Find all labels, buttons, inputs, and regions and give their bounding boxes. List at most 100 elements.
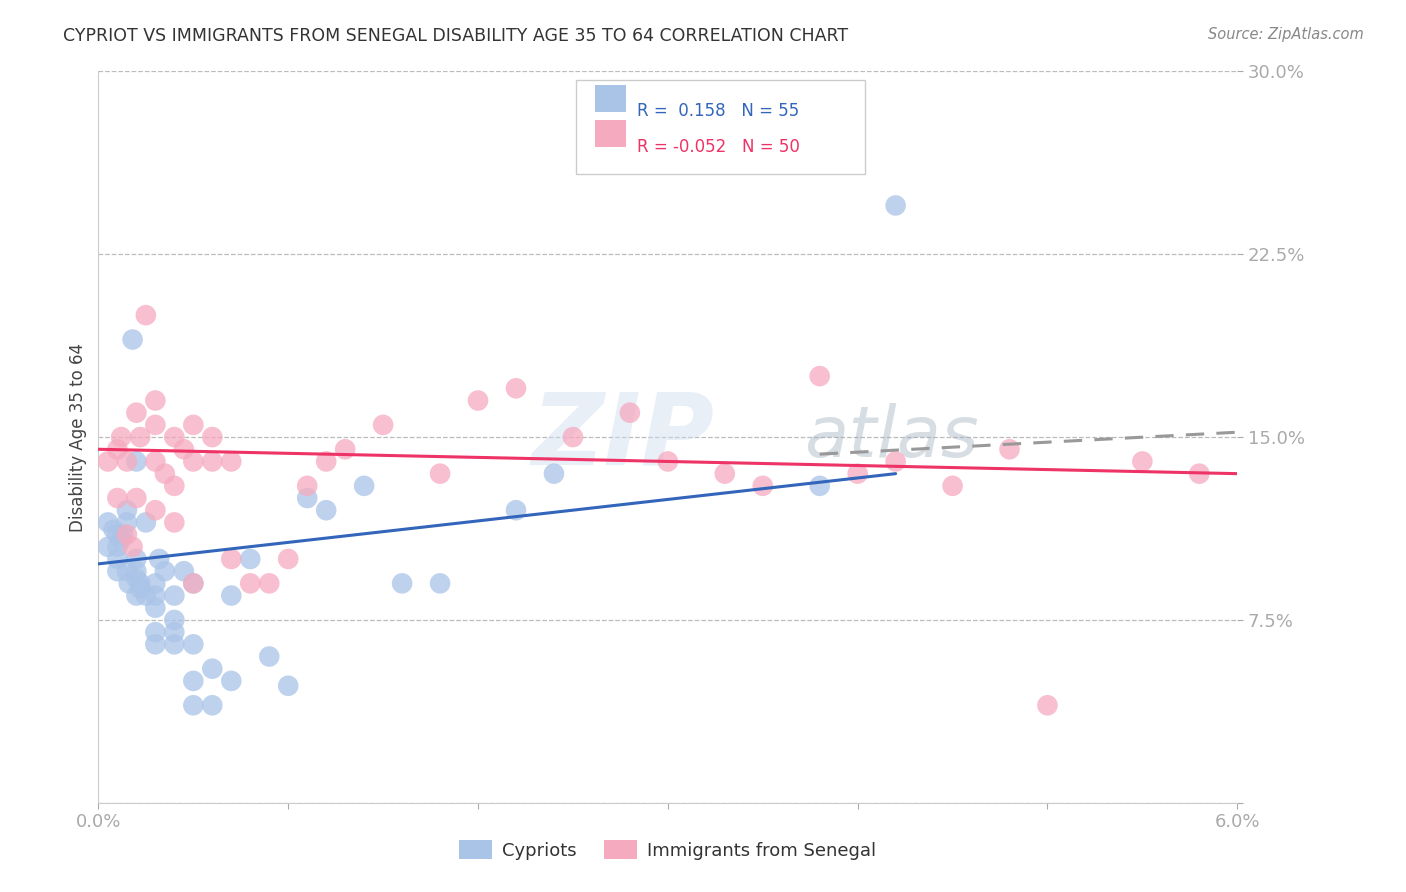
- Point: [115, 503, 138, 517]
- Point: [239, 576, 262, 591]
- Point: [163, 613, 186, 627]
- Point: [808, 479, 831, 493]
- Point: [115, 516, 138, 530]
- Point: [163, 625, 186, 640]
- Point: [125, 564, 148, 578]
- Point: [145, 625, 167, 640]
- Point: [846, 467, 869, 481]
- Point: [145, 417, 167, 432]
- Point: [353, 479, 375, 493]
- Point: [112, 527, 135, 541]
- Point: [221, 454, 243, 468]
- Point: [125, 552, 148, 566]
- Point: [110, 430, 132, 444]
- Point: [163, 637, 186, 651]
- Point: [107, 564, 129, 578]
- Point: [97, 540, 120, 554]
- Text: R = -0.052   N = 50: R = -0.052 N = 50: [637, 138, 800, 156]
- Point: [315, 454, 337, 468]
- Point: [135, 589, 157, 603]
- Point: [163, 430, 186, 444]
- Text: ZIP: ZIP: [531, 389, 714, 485]
- Point: [1132, 454, 1154, 468]
- Point: [221, 673, 243, 688]
- Point: [107, 491, 129, 505]
- Point: [153, 467, 176, 481]
- Point: [121, 540, 143, 554]
- Point: [884, 454, 907, 468]
- Point: [115, 564, 138, 578]
- Point: [297, 479, 319, 493]
- Point: [110, 533, 132, 547]
- Point: [121, 333, 143, 347]
- Point: [148, 552, 170, 566]
- Point: [259, 649, 281, 664]
- Point: [942, 479, 965, 493]
- Point: [135, 516, 157, 530]
- Point: [183, 576, 205, 591]
- Point: [429, 467, 451, 481]
- Point: [619, 406, 641, 420]
- Point: [221, 589, 243, 603]
- Text: CYPRIOT VS IMMIGRANTS FROM SENEGAL DISABILITY AGE 35 TO 64 CORRELATION CHART: CYPRIOT VS IMMIGRANTS FROM SENEGAL DISAB…: [63, 27, 848, 45]
- Point: [145, 454, 167, 468]
- Point: [998, 442, 1021, 457]
- Point: [125, 589, 148, 603]
- Point: [315, 503, 337, 517]
- Point: [107, 552, 129, 566]
- Point: [145, 576, 167, 591]
- Point: [221, 552, 243, 566]
- Text: R =  0.158   N = 55: R = 0.158 N = 55: [637, 103, 799, 120]
- Point: [297, 491, 319, 505]
- Point: [183, 417, 205, 432]
- Point: [201, 698, 224, 713]
- Y-axis label: Disability Age 35 to 64: Disability Age 35 to 64: [69, 343, 87, 532]
- Point: [129, 576, 152, 591]
- Point: [183, 673, 205, 688]
- Point: [125, 406, 148, 420]
- Point: [1188, 467, 1211, 481]
- Point: [145, 503, 167, 517]
- Text: Source: ZipAtlas.com: Source: ZipAtlas.com: [1208, 27, 1364, 42]
- Point: [371, 417, 394, 432]
- Point: [752, 479, 775, 493]
- Point: [153, 564, 176, 578]
- Point: [115, 454, 138, 468]
- Point: [884, 198, 907, 212]
- Point: [201, 662, 224, 676]
- Point: [505, 381, 527, 395]
- Point: [173, 442, 195, 457]
- Point: [714, 467, 737, 481]
- Point: [277, 679, 299, 693]
- Point: [145, 589, 167, 603]
- Point: [107, 527, 129, 541]
- Point: [335, 442, 357, 457]
- Point: [107, 442, 129, 457]
- Point: [808, 369, 831, 384]
- Point: [135, 308, 157, 322]
- Text: atlas: atlas: [804, 402, 979, 472]
- Point: [562, 430, 585, 444]
- Point: [505, 503, 527, 517]
- Point: [391, 576, 413, 591]
- Point: [201, 430, 224, 444]
- Point: [183, 576, 205, 591]
- Point: [129, 430, 152, 444]
- Point: [115, 527, 138, 541]
- Point: [129, 581, 152, 595]
- Point: [543, 467, 565, 481]
- Point: [173, 564, 195, 578]
- Point: [125, 572, 148, 586]
- Point: [259, 576, 281, 591]
- Point: [145, 600, 167, 615]
- Point: [429, 576, 451, 591]
- Point: [145, 637, 167, 651]
- Point: [239, 552, 262, 566]
- Point: [107, 540, 129, 554]
- Point: [163, 516, 186, 530]
- Point: [145, 393, 167, 408]
- Point: [97, 516, 120, 530]
- Point: [657, 454, 679, 468]
- Point: [201, 454, 224, 468]
- Point: [1036, 698, 1059, 713]
